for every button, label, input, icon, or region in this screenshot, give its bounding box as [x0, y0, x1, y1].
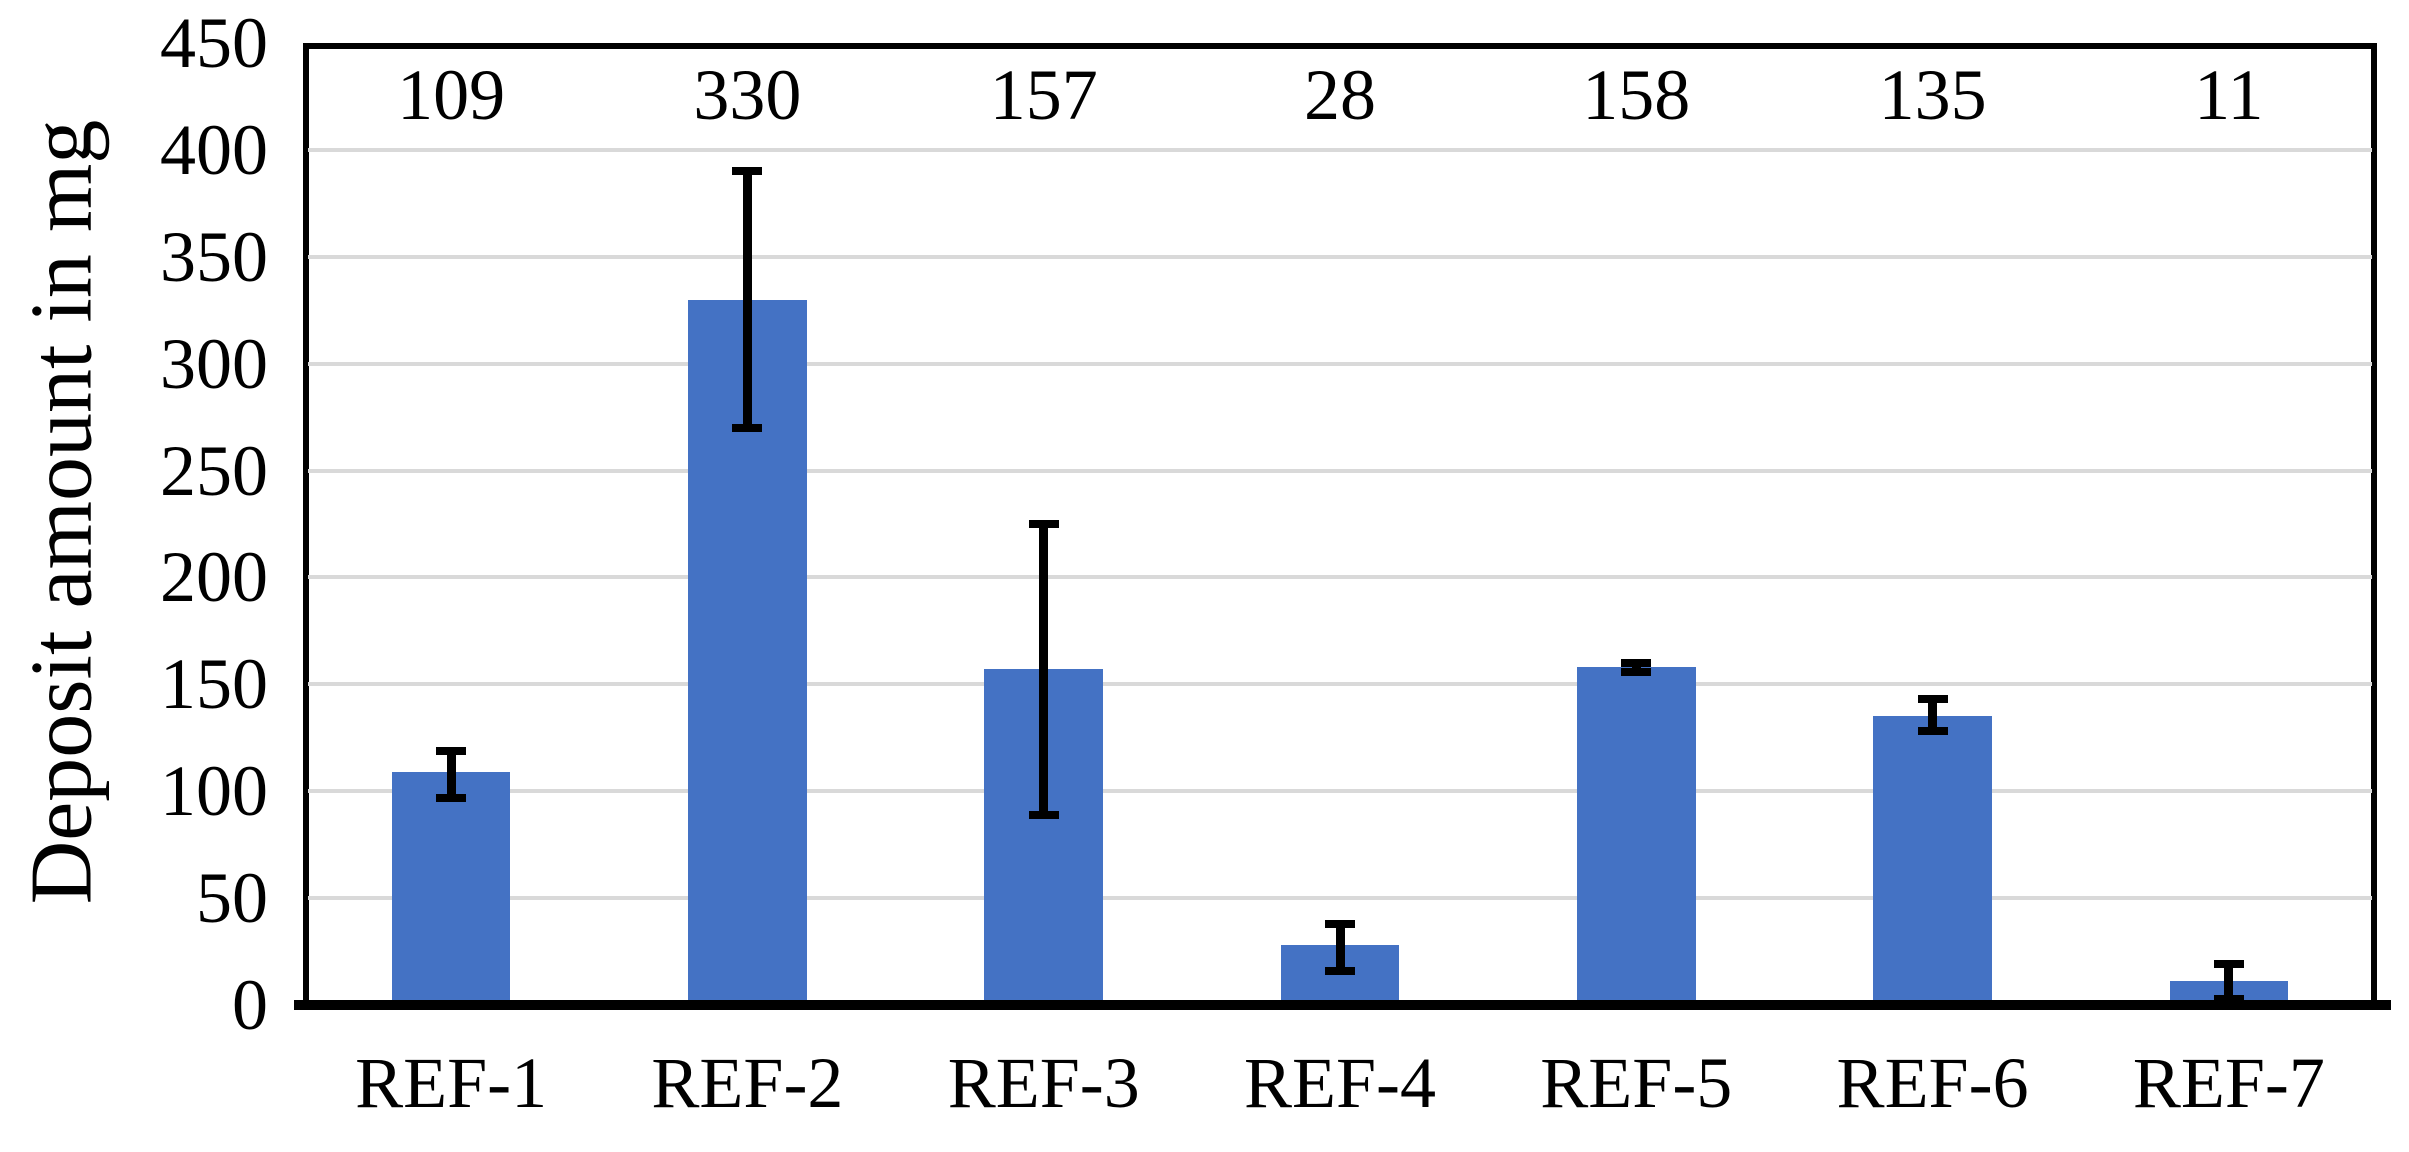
error-bar-top-cap: [2213, 960, 2244, 969]
error-bar-bottom-cap: [732, 423, 763, 432]
data-label: 11: [2194, 55, 2264, 135]
error-bar-line: [2224, 964, 2234, 999]
x-axis-category-label: REF-7: [2132, 1043, 2325, 1123]
error-bar-top-cap: [1917, 695, 1948, 704]
y-axis-tick-label: 450: [160, 3, 268, 83]
data-label: 109: [397, 55, 506, 135]
y-axis-tick-label: 50: [196, 858, 268, 939]
error-bar-bottom-cap: [2213, 994, 2244, 1003]
error-bar-bottom-cap: [436, 793, 467, 802]
y-axis-tick-label: 400: [160, 109, 268, 190]
data-label: 135: [1878, 55, 1987, 135]
x-axis-category-label: REF-2: [651, 1043, 844, 1123]
y-axis-tick-label: 100: [160, 751, 268, 832]
error-bar-line: [1335, 923, 1345, 971]
y-gridline: [308, 361, 2372, 366]
y-gridline: [308, 896, 2372, 901]
bar: [1873, 716, 1992, 1005]
x-axis-category-label: REF-3: [947, 1043, 1140, 1123]
y-axis-tick-label: 250: [160, 430, 268, 511]
data-label: 330: [693, 55, 802, 135]
y-gridline: [308, 682, 2372, 687]
error-bar-top-cap: [1028, 520, 1059, 528]
y-gridline: [308, 789, 2372, 794]
plot-area: [303, 43, 2377, 1005]
error-bar-line: [1928, 699, 1938, 732]
x-axis-category-label: REF-4: [1243, 1043, 1437, 1123]
x-axis-category-label: REF-1: [355, 1043, 548, 1123]
error-bar-bottom-cap: [1325, 966, 1355, 975]
error-bar-bottom-cap: [1028, 810, 1059, 819]
error-bar-top-cap: [436, 746, 467, 755]
x-axis-category-label: REF-6: [1836, 1043, 2029, 1123]
y-gridline: [308, 147, 2372, 152]
data-label: 157: [989, 55, 1098, 135]
error-bar-top-cap: [1621, 658, 1652, 667]
error-bar-top-cap: [732, 167, 763, 176]
x-axis-category-label: REF-5: [1540, 1043, 1733, 1123]
y-axis-tick-label: 0: [232, 965, 268, 1045]
error-bar-top-cap: [1325, 919, 1355, 928]
y-gridline: [308, 468, 2372, 473]
error-bar-line: [742, 171, 752, 428]
error-bar-line: [446, 750, 456, 798]
y-gridline: [308, 254, 2372, 259]
x-axis-line: [294, 1000, 2391, 1010]
y-axis-tick-label: 300: [160, 323, 268, 404]
data-label: 158: [1582, 55, 1691, 135]
error-bar-bottom-cap: [1917, 727, 1948, 736]
error-bar-line: [1039, 524, 1049, 815]
y-axis-tick-label: 350: [160, 216, 268, 297]
error-bar-bottom-cap: [1621, 667, 1652, 676]
y-axis-tick-label: 150: [160, 644, 268, 725]
bar: [391, 771, 511, 1005]
y-axis-tick-label: 200: [160, 537, 268, 618]
bar: [1577, 667, 1696, 1005]
error-bar-line: [1631, 662, 1641, 672]
y-gridline: [308, 575, 2372, 580]
data-label: 28: [1304, 55, 1376, 135]
